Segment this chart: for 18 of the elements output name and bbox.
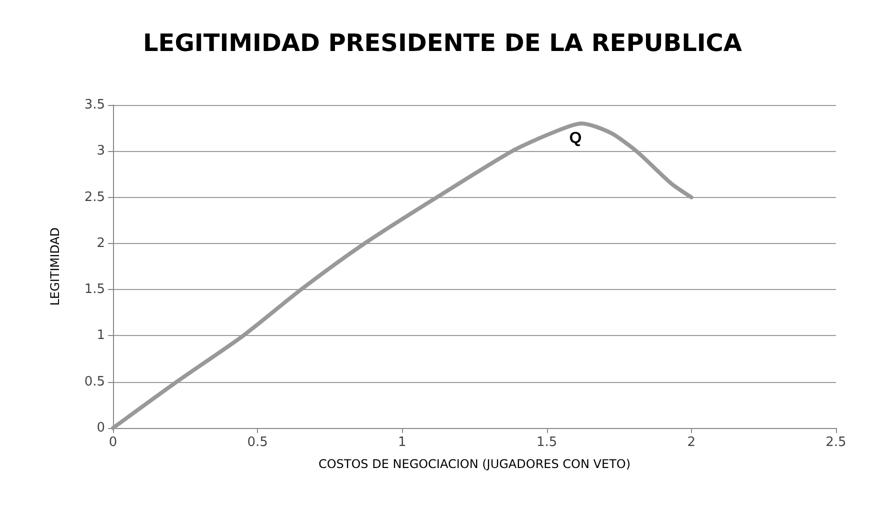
y-tick-label: 1 [96,328,105,344]
y-axis-title: LEGITIMIDAD [48,227,62,306]
y-tick-label: 2 [96,236,105,251]
y-tick-label: 3.5 [84,98,105,112]
y-tick-label: 1.5 [84,282,105,298]
y-tick-label: 0.5 [84,374,105,390]
x-tick-label: 2.5 [826,435,846,450]
x-tick-label: 0.5 [247,435,268,450]
y-tick-label: 2.5 [84,190,105,205]
x-tick-label: 1.5 [536,435,558,450]
chart-title: LEGITIMIDAD PRESIDENTE DE LA REPUBLICA [143,29,742,57]
x-tick-label: 1 [398,435,406,450]
x-tick-label: 0 [108,435,118,450]
y-tick-label: 3 [96,144,105,159]
x-axis-title: COSTOS DE NEGOCIACION (JUGADORES CON VETO) [318,457,631,471]
y-tick-label: 0 [96,420,105,436]
x-tick-label: 2 [687,435,696,450]
annotation: Q [569,130,582,147]
